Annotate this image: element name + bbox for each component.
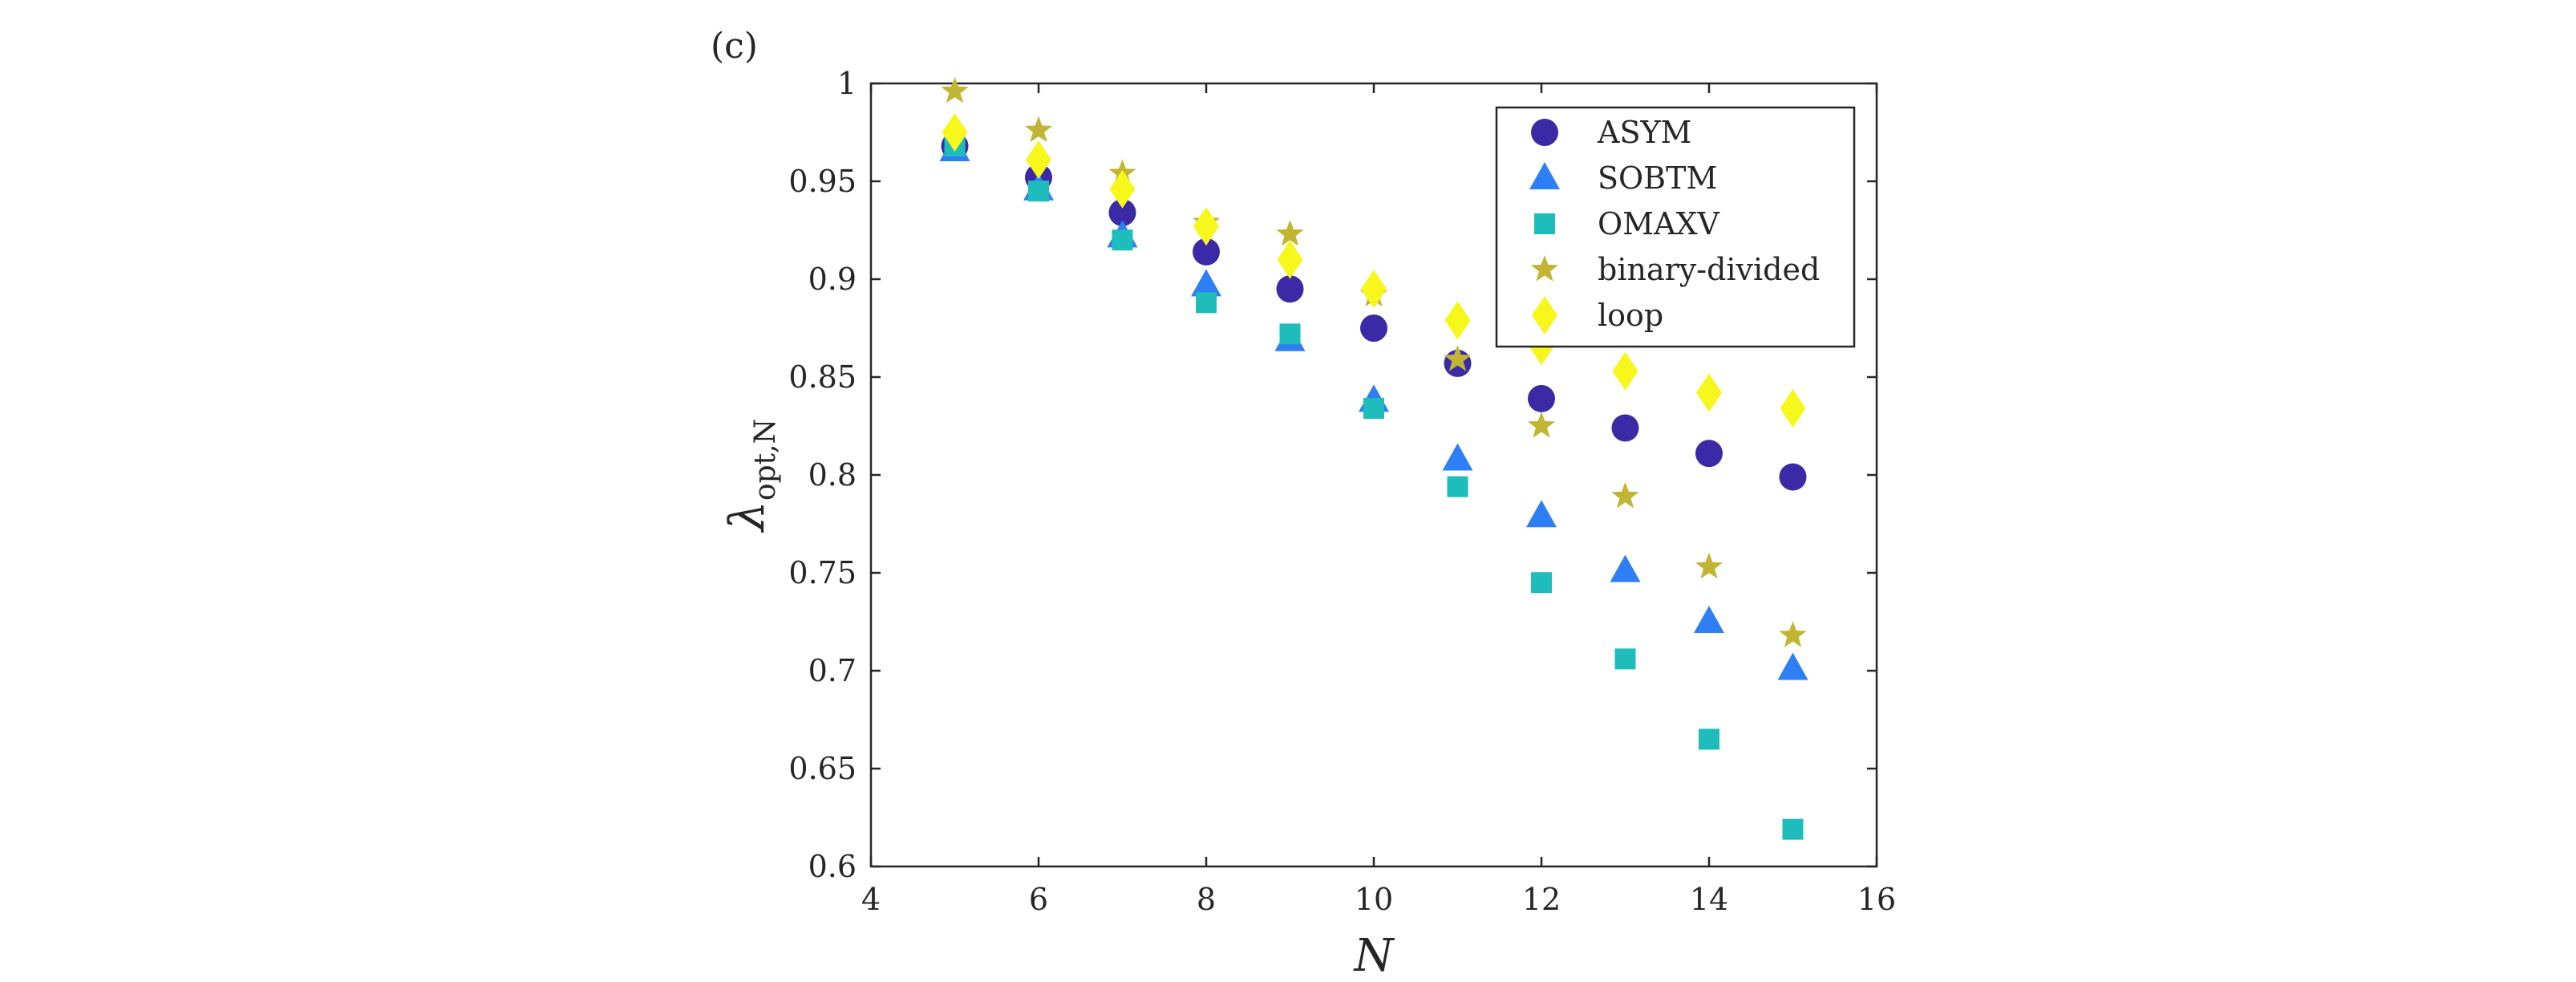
- data-point-loop: [1444, 301, 1471, 340]
- data-point-binary-divided: [1527, 412, 1556, 438]
- data-point-asym: [1528, 384, 1555, 412]
- data-point-omaxv: [1028, 181, 1049, 202]
- legend: ASYM SOBTM OMAXV binary-divided loop: [1495, 106, 1856, 348]
- data-point-sobtm: [1694, 606, 1724, 633]
- data-point-sobtm: [1610, 554, 1641, 582]
- data-point-loop: [1361, 270, 1387, 309]
- x-axis-ticks: 4 6 8 10 12 14 16: [861, 83, 1896, 917]
- data-point-binary-divided: [1024, 116, 1053, 143]
- data-point-binary-divided: [941, 76, 969, 103]
- data-point-omaxv: [1699, 728, 1719, 750]
- y-tick-label: 1: [837, 66, 857, 101]
- data-point-omaxv: [1614, 648, 1636, 670]
- data-point-binary-divided: [1611, 481, 1639, 509]
- y-tick-label: 0.8: [808, 457, 857, 493]
- data-point-sobtm: [1526, 500, 1557, 528]
- data-point-asym: [1276, 275, 1304, 303]
- data-point-asym: [1611, 414, 1639, 442]
- x-tick-label: 4: [861, 882, 881, 917]
- x-axis-label: N: [1353, 930, 1395, 982]
- y-axis-label-sub: opt,N: [749, 419, 782, 501]
- legend-box: [1495, 106, 1856, 348]
- x-tick-label: 6: [1029, 882, 1048, 917]
- x-tick-label: 10: [1355, 882, 1393, 917]
- data-point-loop: [1780, 389, 1806, 428]
- x-tick-label: 8: [1197, 882, 1216, 917]
- data-point-binary-divided: [1779, 621, 1807, 647]
- y-axis-ticks: 0.6 0.65 0.7 0.75 0.8 0.85 0.9 0.95 1: [788, 66, 1877, 884]
- data-point-asym: [1695, 440, 1723, 468]
- y-axis-label: λopt,N: [719, 419, 782, 533]
- data-point-loop: [1109, 169, 1136, 209]
- legend-marker-omaxv: [1534, 213, 1555, 234]
- y-tick-label: 0.75: [788, 555, 857, 590]
- panel-label: (c): [711, 26, 758, 67]
- data-point-loop: [1277, 240, 1303, 279]
- data-point-omaxv: [1279, 323, 1301, 345]
- data-point-omaxv: [1531, 572, 1552, 594]
- data-point-asym: [1108, 199, 1136, 227]
- data-point-asym: [1779, 463, 1807, 491]
- legend-label-omaxv: OMAXV: [1598, 206, 1720, 241]
- data-point-binary-divided: [1444, 345, 1472, 371]
- legend-marker-asym: [1531, 119, 1558, 146]
- data-point-binary-divided: [1276, 219, 1304, 246]
- data-point-asym: [1193, 237, 1220, 266]
- data-point-sobtm: [1191, 269, 1221, 297]
- data-point-binary-divided: [1695, 552, 1723, 579]
- y-tick-label: 0.6: [808, 849, 857, 884]
- y-tick-label: 0.85: [788, 359, 857, 395]
- y-tick-label: 0.7: [808, 653, 857, 688]
- legend-label-asym: ASYM: [1597, 115, 1691, 150]
- y-tick-label: 0.9: [808, 262, 857, 297]
- data-point-loop: [1612, 351, 1638, 391]
- legend-label-binary-divided: binary-divided: [1598, 252, 1820, 287]
- x-tick-label: 14: [1690, 882, 1728, 917]
- data-point-loop: [1193, 207, 1219, 246]
- legend-items: ASYM SOBTM OMAXV binary-divided loop: [1529, 115, 1820, 335]
- data-point-omaxv: [1363, 398, 1384, 420]
- y-axis-label-main: λ: [719, 501, 776, 533]
- data-point-omaxv: [1447, 476, 1468, 497]
- legend-label-sobtm: SOBTM: [1598, 160, 1717, 196]
- data-point-asym: [1360, 314, 1387, 342]
- data-point-loop: [942, 113, 968, 152]
- data-point-loop: [1026, 140, 1051, 180]
- x-tick-label: 12: [1522, 882, 1561, 917]
- data-point-omaxv: [1112, 229, 1133, 251]
- legend-label-loop: loop: [1598, 298, 1663, 333]
- legend-marker-binary-divided: [1530, 255, 1559, 282]
- x-tick-label: 16: [1857, 882, 1896, 917]
- data-point-sobtm: [1777, 652, 1808, 680]
- legend-marker-sobtm: [1529, 162, 1560, 189]
- legend-marker-loop: [1532, 296, 1557, 335]
- y-tick-label: 0.95: [788, 164, 857, 199]
- data-point-omaxv: [1782, 818, 1804, 840]
- data-point-loop: [1696, 373, 1722, 412]
- y-tick-label: 0.65: [788, 751, 857, 786]
- data-point-sobtm: [1442, 443, 1473, 471]
- data-point-omaxv: [1196, 292, 1217, 314]
